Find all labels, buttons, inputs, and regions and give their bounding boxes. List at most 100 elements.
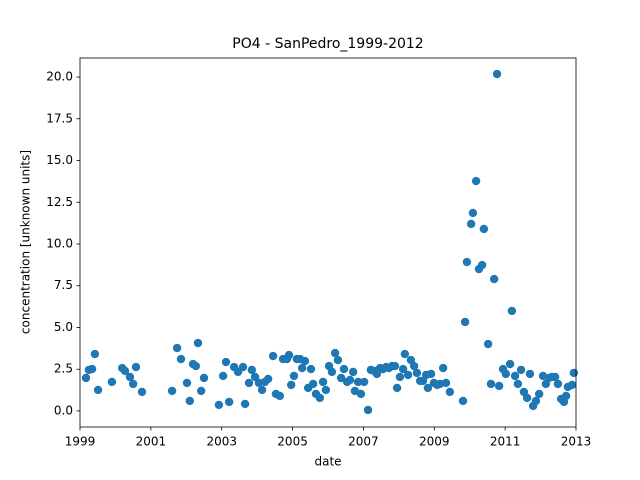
point: [477, 260, 487, 270]
point: [336, 373, 346, 383]
point: [522, 393, 532, 403]
point: [553, 379, 563, 389]
point: [462, 257, 472, 267]
x-tick-label: 2013: [561, 435, 592, 449]
point: [199, 373, 209, 383]
x-tick-label: 2011: [490, 435, 521, 449]
point: [445, 387, 455, 397]
point: [390, 361, 400, 371]
chart-title: PO4 - SanPedro_1999-2012: [232, 36, 423, 52]
x-tick-label: 2001: [136, 435, 167, 449]
point: [93, 385, 103, 395]
point: [284, 350, 294, 360]
point: [438, 363, 448, 373]
point: [218, 371, 228, 381]
point: [569, 368, 579, 378]
point: [441, 378, 451, 388]
point: [315, 393, 325, 403]
point: [339, 364, 349, 374]
point: [176, 354, 186, 364]
point: [90, 349, 100, 359]
point: [507, 306, 517, 316]
point: [403, 370, 413, 380]
y-tick-label: 17.5: [46, 111, 73, 125]
point: [483, 339, 493, 349]
point: [423, 383, 433, 393]
point: [286, 380, 296, 390]
x-tick-label: 2005: [277, 435, 308, 449]
point: [345, 375, 355, 385]
x-axis-label: date: [314, 455, 341, 469]
point: [516, 365, 526, 375]
point: [513, 379, 523, 389]
point: [107, 377, 117, 387]
point: [87, 364, 97, 374]
point: [492, 69, 502, 79]
point: [137, 387, 147, 397]
point: [238, 362, 248, 372]
point: [240, 399, 250, 409]
point: [534, 389, 544, 399]
point: [479, 224, 489, 234]
point: [466, 219, 476, 229]
point: [191, 361, 201, 371]
point: [289, 371, 299, 381]
point: [131, 362, 141, 372]
point: [263, 374, 273, 384]
point: [460, 317, 470, 327]
point: [268, 351, 278, 361]
point: [356, 389, 366, 399]
point: [81, 373, 91, 383]
point: [193, 338, 203, 348]
point: [125, 372, 135, 382]
point: [297, 363, 307, 373]
point: [567, 380, 577, 390]
point: [348, 367, 358, 377]
point: [353, 377, 363, 387]
point: [300, 356, 310, 366]
x-tick-label: 2003: [206, 435, 237, 449]
point: [494, 381, 504, 391]
y-tick-label: 7.5: [54, 278, 73, 292]
x-tick-label: 2007: [348, 435, 379, 449]
point: [400, 349, 410, 359]
point: [510, 371, 520, 381]
point: [531, 396, 541, 406]
point: [172, 343, 182, 353]
point: [306, 364, 316, 374]
point: [182, 378, 192, 388]
point: [167, 386, 177, 396]
point: [308, 379, 318, 389]
point: [214, 400, 224, 410]
point: [128, 379, 138, 389]
y-tick-label: 20.0: [46, 70, 73, 84]
point: [333, 355, 343, 365]
point: [321, 385, 331, 395]
y-axis-label: concentration [unknown units]: [19, 150, 33, 334]
point: [550, 372, 560, 382]
point: [196, 386, 206, 396]
point: [330, 348, 340, 358]
point: [224, 397, 234, 407]
point: [392, 383, 402, 393]
point: [489, 274, 499, 284]
point: [318, 377, 328, 387]
point: [505, 359, 515, 369]
y-tick-label: 0.0: [54, 403, 73, 417]
point: [275, 391, 285, 401]
y-tick-label: 12.5: [46, 195, 73, 209]
point: [395, 372, 405, 382]
point: [221, 357, 231, 367]
point: [244, 378, 254, 388]
y-tick-label: 10.0: [46, 237, 73, 251]
plot-frame: [79, 57, 577, 428]
point: [409, 361, 419, 371]
point: [257, 385, 267, 395]
point: [426, 369, 436, 379]
point: [525, 369, 535, 379]
point: [471, 176, 481, 186]
point: [363, 405, 373, 415]
point: [185, 396, 195, 406]
